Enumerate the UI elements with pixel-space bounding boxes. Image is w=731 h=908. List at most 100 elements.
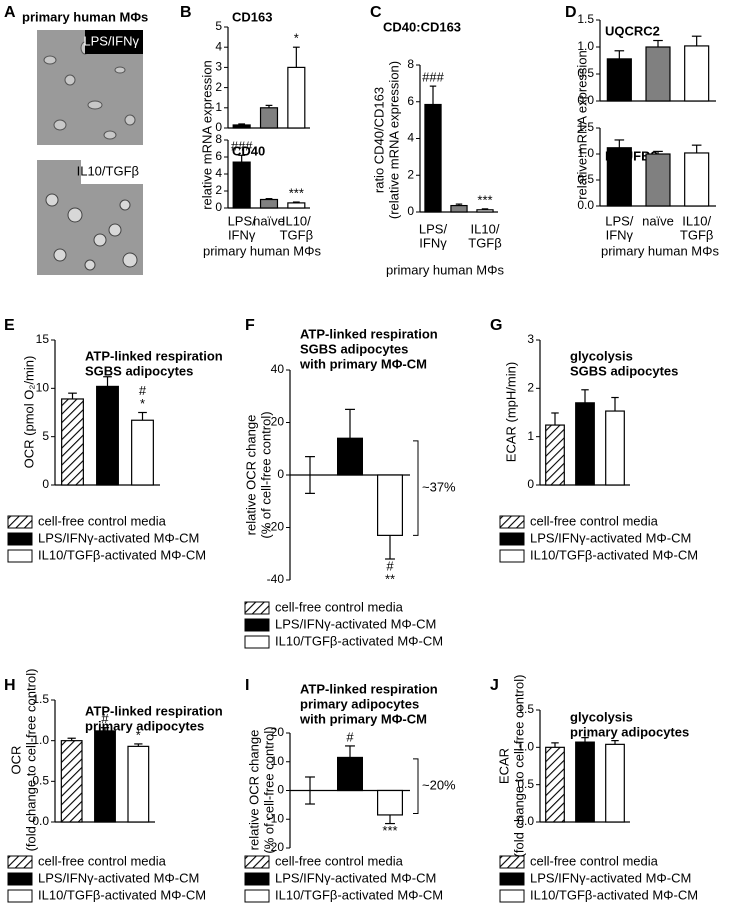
y-tick-label: -40 bbox=[267, 572, 285, 586]
y-tick-label: 1.5 bbox=[577, 120, 594, 134]
panel-letter: D bbox=[565, 4, 577, 21]
legend-swatch bbox=[499, 889, 525, 903]
significance: ** bbox=[385, 571, 395, 586]
bracket bbox=[413, 758, 419, 814]
y-tick-label: 4 bbox=[215, 39, 222, 53]
significance: * bbox=[140, 396, 145, 411]
x-tick-label: IL10/ bbox=[471, 221, 500, 236]
significance: * bbox=[136, 727, 141, 742]
bar bbox=[287, 66, 306, 129]
y-axis-label: ECAR bbox=[496, 748, 511, 784]
y-axis-label: (fold change to cell-free control) bbox=[511, 675, 526, 858]
x-tick-label: LPS/ bbox=[228, 213, 257, 228]
chart-title: with primary MΦ-CM bbox=[299, 356, 427, 371]
bar bbox=[575, 741, 595, 823]
panel-letter: H bbox=[4, 677, 16, 694]
y-tick-label: 0 bbox=[277, 467, 284, 481]
legend-label: cell-free control media bbox=[275, 853, 404, 868]
bracket bbox=[413, 440, 419, 536]
bar bbox=[232, 124, 251, 129]
y-tick-label: 0 bbox=[407, 204, 414, 218]
legend-swatch bbox=[499, 872, 525, 886]
chart-title: SGBS adipocytes bbox=[570, 363, 678, 378]
y-tick-label: 1.5 bbox=[517, 702, 534, 716]
y-tick-label: 4 bbox=[215, 166, 222, 180]
chart-title: ATP-linked respiration bbox=[85, 703, 223, 718]
chart-title: CD40:CD163 bbox=[383, 19, 461, 34]
y-tick-label: -10 bbox=[267, 811, 285, 825]
legend-swatch bbox=[7, 532, 33, 546]
bar bbox=[606, 58, 632, 102]
cells bbox=[45, 193, 138, 271]
image-label: IL10/TGFβ bbox=[77, 163, 139, 178]
y-axis-label: OCR bbox=[8, 746, 23, 775]
y-tick-label: 1.5 bbox=[32, 692, 49, 706]
legend-swatch bbox=[244, 601, 270, 615]
y-tick-label: 40 bbox=[271, 362, 285, 376]
bar bbox=[476, 209, 494, 213]
y-axis-label: (% of cell-free control) bbox=[261, 726, 276, 853]
significance: # bbox=[101, 711, 109, 726]
bar bbox=[545, 424, 565, 486]
y-tick-label: 0.5 bbox=[577, 172, 594, 186]
y-axis-label: (fold change to cell-free control) bbox=[23, 669, 38, 852]
chart-title: SGBS adipocytes bbox=[85, 363, 193, 378]
panel-letter: F bbox=[245, 317, 255, 334]
y-tick-label: 0 bbox=[527, 477, 534, 491]
panel-letter: A bbox=[4, 4, 16, 21]
bar bbox=[605, 410, 625, 486]
bar bbox=[259, 198, 279, 209]
bar bbox=[424, 103, 442, 213]
bar bbox=[450, 204, 468, 213]
bar bbox=[645, 153, 671, 207]
bar bbox=[232, 161, 251, 209]
y-tick-label: 3 bbox=[215, 60, 222, 74]
legend-swatch bbox=[7, 889, 33, 903]
legend-label: LPS/IFNγ-activated MΦ-CM bbox=[275, 870, 436, 885]
bar bbox=[377, 789, 404, 816]
legend-swatch bbox=[7, 549, 33, 563]
y-tick-label: 1.0 bbox=[577, 146, 594, 160]
y-axis-label: (relative mRNA expression) bbox=[386, 61, 401, 219]
legend-label: IL10/TGFβ-activated MΦ-CM bbox=[38, 547, 206, 562]
bar bbox=[684, 152, 710, 207]
y-tick-label: 0.0 bbox=[32, 814, 49, 828]
significance: * bbox=[294, 31, 299, 46]
x-axis-label: primary human MΦs bbox=[386, 262, 505, 277]
y-axis-label: relative OCR change bbox=[246, 730, 261, 851]
significance: *** bbox=[382, 823, 397, 838]
x-tick-label: naïve bbox=[253, 213, 285, 228]
image-label: LPS/IFNγ bbox=[83, 33, 139, 48]
significance: *** bbox=[477, 192, 492, 207]
y-tick-label: 2 bbox=[215, 80, 222, 94]
y-tick-label: 15 bbox=[36, 332, 50, 346]
chart-title: ATP-linked respiration bbox=[85, 348, 223, 363]
legend-label: LPS/IFNγ-activated MΦ-CM bbox=[275, 616, 436, 631]
legend-label: LPS/IFNγ-activated MΦ-CM bbox=[38, 870, 199, 885]
x-tick-label: TGFβ bbox=[280, 227, 313, 242]
legend-swatch bbox=[7, 515, 33, 529]
bar bbox=[127, 745, 150, 823]
bar bbox=[61, 398, 84, 486]
y-tick-label: 20 bbox=[271, 725, 285, 739]
x-tick-label: IFNγ bbox=[228, 227, 256, 242]
x-axis-label: primary human MΦs bbox=[601, 243, 720, 258]
x-tick-label: IFNγ bbox=[419, 235, 447, 250]
bar bbox=[575, 402, 595, 486]
bar bbox=[131, 419, 154, 486]
y-axis-label: relative mRNA expression bbox=[199, 60, 214, 210]
y-tick-label: 0 bbox=[42, 477, 49, 491]
x-tick-label: IFNγ bbox=[606, 227, 634, 242]
chart-title: glycolysis bbox=[570, 709, 633, 724]
significance: ### bbox=[422, 70, 444, 85]
legend-label: IL10/TGFβ-activated MΦ-CM bbox=[530, 887, 698, 902]
y-tick-label: 1 bbox=[527, 429, 534, 443]
y-tick-label: 2 bbox=[527, 381, 534, 395]
bar bbox=[287, 202, 306, 209]
y-tick-label: 0 bbox=[215, 120, 222, 134]
y-tick-label: 0.0 bbox=[577, 93, 594, 107]
y-axis-label: relative mRNA expression bbox=[574, 50, 589, 200]
legend-label: LPS/IFNγ-activated MΦ-CM bbox=[38, 530, 199, 545]
y-tick-label: 10 bbox=[36, 381, 50, 395]
